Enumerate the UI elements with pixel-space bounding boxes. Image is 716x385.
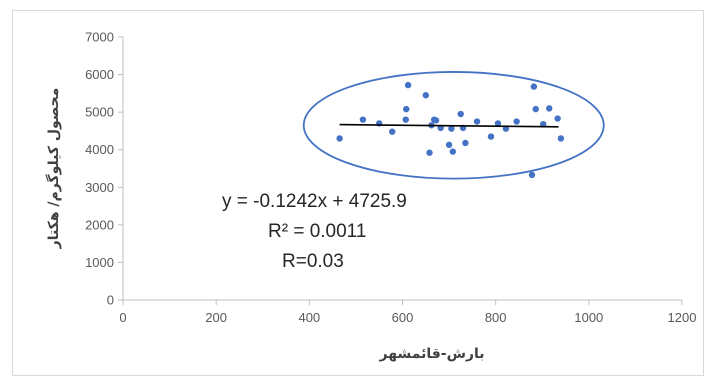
data-point bbox=[449, 148, 457, 155]
x-axis-ticks: 0 200 400 600 800 1000 1200 bbox=[119, 300, 696, 325]
y-tick-label: 2000 bbox=[85, 217, 114, 232]
r-squared-label: R² = 0.0011 bbox=[268, 221, 366, 242]
trendline bbox=[339, 123, 559, 128]
data-points bbox=[336, 81, 565, 179]
y-tick-label: 5000 bbox=[85, 105, 114, 120]
data-point bbox=[539, 120, 547, 128]
data-point bbox=[359, 116, 367, 123]
x-axis-title: بارش-قائمشهر bbox=[379, 346, 485, 362]
x-tick-label: 1000 bbox=[574, 310, 603, 325]
x-tick-label: 0 bbox=[119, 310, 126, 325]
data-point bbox=[487, 133, 495, 140]
data-point bbox=[445, 141, 453, 149]
y-tick-label: 6000 bbox=[85, 67, 114, 82]
data-point bbox=[528, 171, 536, 179]
x-tick-label: 200 bbox=[205, 310, 227, 325]
data-point bbox=[457, 110, 464, 118]
data-point bbox=[402, 116, 409, 123]
data-point bbox=[389, 128, 396, 135]
data-point bbox=[494, 120, 502, 127]
data-point bbox=[546, 105, 553, 112]
data-point bbox=[448, 125, 455, 132]
y-axis-ticks: 0 1000 2000 3000 4000 5000 6000 7000 bbox=[85, 30, 123, 308]
y-tick-label: 0 bbox=[107, 293, 114, 308]
cluster-ellipse bbox=[302, 71, 605, 180]
data-point bbox=[554, 115, 561, 122]
x-tick-label: 600 bbox=[392, 310, 414, 325]
y-tick-label: 3000 bbox=[85, 180, 114, 195]
data-point bbox=[404, 81, 412, 89]
data-point bbox=[557, 135, 565, 142]
y-tick-label: 4000 bbox=[85, 142, 114, 157]
data-point bbox=[530, 83, 538, 90]
y-axis-title: محصول کیلوگرم/ هکتار bbox=[45, 88, 62, 250]
x-tick-label: 400 bbox=[298, 310, 320, 325]
data-point bbox=[422, 92, 429, 99]
data-point bbox=[462, 139, 469, 147]
r-label: R=0.03 bbox=[282, 251, 344, 272]
y-tick-label: 1000 bbox=[85, 255, 114, 270]
chart-frame bbox=[12, 10, 704, 376]
data-point bbox=[336, 135, 343, 142]
x-tick-label: 1200 bbox=[668, 310, 697, 325]
equation-label: y = -0.1242x + 4725.9 bbox=[222, 191, 407, 212]
data-point bbox=[513, 118, 520, 125]
data-point bbox=[403, 105, 410, 113]
data-point bbox=[473, 118, 481, 125]
x-tick-label: 800 bbox=[485, 310, 507, 325]
data-point bbox=[432, 117, 440, 124]
data-point bbox=[426, 149, 433, 156]
data-point bbox=[532, 105, 539, 113]
y-tick-label: 7000 bbox=[85, 30, 114, 45]
